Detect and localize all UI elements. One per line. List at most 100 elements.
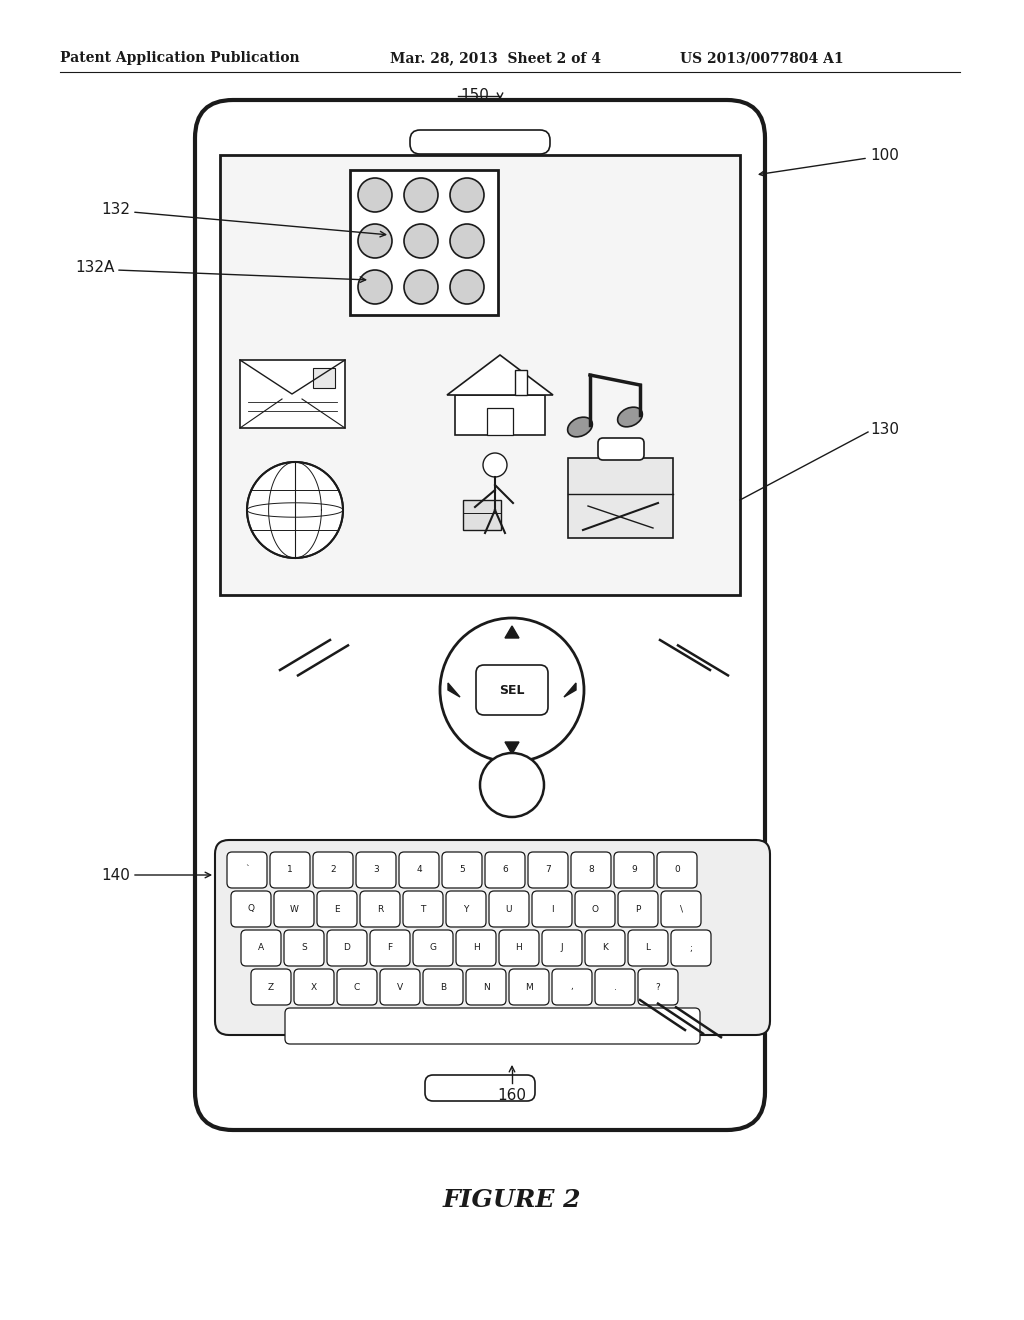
Text: 132A: 132A xyxy=(76,260,115,276)
Text: E: E xyxy=(334,904,340,913)
FancyBboxPatch shape xyxy=(380,969,420,1005)
FancyBboxPatch shape xyxy=(446,891,486,927)
FancyBboxPatch shape xyxy=(231,891,271,927)
Text: Q: Q xyxy=(248,904,255,913)
FancyBboxPatch shape xyxy=(317,891,357,927)
Text: 1: 1 xyxy=(287,866,293,874)
Polygon shape xyxy=(455,395,545,436)
FancyBboxPatch shape xyxy=(360,891,400,927)
Bar xyxy=(240,360,345,428)
FancyBboxPatch shape xyxy=(618,891,658,927)
Text: N: N xyxy=(482,982,489,991)
Text: 6: 6 xyxy=(502,866,508,874)
Text: 132: 132 xyxy=(101,202,130,218)
FancyBboxPatch shape xyxy=(241,931,281,966)
FancyBboxPatch shape xyxy=(628,931,668,966)
Text: X: X xyxy=(311,982,317,991)
Circle shape xyxy=(450,224,484,257)
FancyBboxPatch shape xyxy=(195,100,765,1130)
Text: Z: Z xyxy=(268,982,274,991)
Bar xyxy=(350,170,498,315)
FancyBboxPatch shape xyxy=(489,891,529,927)
Text: 9: 9 xyxy=(631,866,637,874)
Polygon shape xyxy=(564,682,575,697)
Text: M: M xyxy=(525,982,532,991)
FancyBboxPatch shape xyxy=(274,891,314,927)
Text: 8: 8 xyxy=(588,866,594,874)
Circle shape xyxy=(404,178,438,213)
FancyBboxPatch shape xyxy=(356,851,396,888)
Text: F: F xyxy=(387,944,392,953)
Polygon shape xyxy=(487,408,513,436)
FancyBboxPatch shape xyxy=(284,931,324,966)
Text: 0: 0 xyxy=(674,866,680,874)
Text: Patent Application Publication: Patent Application Publication xyxy=(60,51,300,65)
Bar xyxy=(568,458,673,539)
FancyBboxPatch shape xyxy=(215,840,770,1035)
FancyBboxPatch shape xyxy=(423,969,463,1005)
Text: US 2013/0077804 A1: US 2013/0077804 A1 xyxy=(680,51,844,65)
Bar xyxy=(463,500,501,531)
FancyBboxPatch shape xyxy=(552,969,592,1005)
Text: ,: , xyxy=(570,982,573,991)
FancyBboxPatch shape xyxy=(528,851,568,888)
Text: SEL: SEL xyxy=(500,684,524,697)
Text: O: O xyxy=(592,904,598,913)
FancyBboxPatch shape xyxy=(614,851,654,888)
FancyBboxPatch shape xyxy=(575,891,615,927)
Polygon shape xyxy=(449,682,460,697)
Text: 150: 150 xyxy=(460,88,488,103)
Text: G: G xyxy=(429,944,436,953)
Text: 4: 4 xyxy=(416,866,422,874)
FancyBboxPatch shape xyxy=(270,851,310,888)
Circle shape xyxy=(247,462,343,558)
Polygon shape xyxy=(505,742,519,754)
FancyBboxPatch shape xyxy=(456,931,496,966)
FancyBboxPatch shape xyxy=(532,891,572,927)
FancyBboxPatch shape xyxy=(476,665,548,715)
Text: .: . xyxy=(613,982,616,991)
FancyBboxPatch shape xyxy=(251,969,291,1005)
Text: 100: 100 xyxy=(870,148,899,162)
FancyBboxPatch shape xyxy=(657,851,697,888)
Text: S: S xyxy=(301,944,307,953)
Polygon shape xyxy=(515,370,527,395)
Text: A: A xyxy=(258,944,264,953)
Text: U: U xyxy=(506,904,512,913)
Circle shape xyxy=(358,224,392,257)
Text: W: W xyxy=(290,904,298,913)
Text: H: H xyxy=(473,944,479,953)
Text: 5: 5 xyxy=(459,866,465,874)
FancyBboxPatch shape xyxy=(370,931,410,966)
Text: Mar. 28, 2013  Sheet 2 of 4: Mar. 28, 2013 Sheet 2 of 4 xyxy=(390,51,601,65)
Circle shape xyxy=(480,752,544,817)
Circle shape xyxy=(483,453,507,477)
Circle shape xyxy=(450,178,484,213)
Circle shape xyxy=(404,224,438,257)
Ellipse shape xyxy=(617,407,642,426)
Text: R: R xyxy=(377,904,383,913)
Text: FIGURE 2: FIGURE 2 xyxy=(442,1188,582,1212)
FancyBboxPatch shape xyxy=(638,969,678,1005)
Polygon shape xyxy=(505,626,519,638)
Circle shape xyxy=(440,618,584,762)
Text: 2: 2 xyxy=(330,866,336,874)
FancyBboxPatch shape xyxy=(485,851,525,888)
Text: 160: 160 xyxy=(498,1088,526,1102)
FancyBboxPatch shape xyxy=(227,851,267,888)
Text: ?: ? xyxy=(655,982,660,991)
Text: `: ` xyxy=(245,866,249,874)
Text: ;: ; xyxy=(689,944,692,953)
Text: \: \ xyxy=(680,904,683,913)
Circle shape xyxy=(358,178,392,213)
FancyBboxPatch shape xyxy=(499,931,539,966)
Text: K: K xyxy=(602,944,608,953)
FancyBboxPatch shape xyxy=(294,969,334,1005)
Bar xyxy=(313,368,335,388)
FancyBboxPatch shape xyxy=(425,1074,535,1101)
FancyBboxPatch shape xyxy=(662,891,701,927)
Ellipse shape xyxy=(567,417,592,437)
FancyBboxPatch shape xyxy=(598,438,644,459)
Circle shape xyxy=(358,271,392,304)
FancyBboxPatch shape xyxy=(466,969,506,1005)
